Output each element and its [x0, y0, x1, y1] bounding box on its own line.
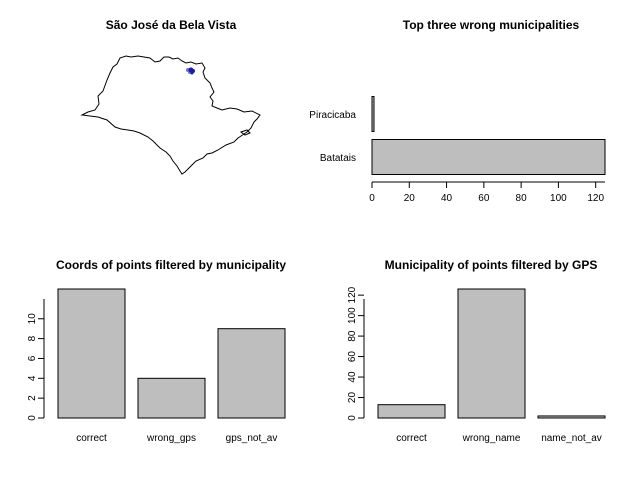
bar: [57, 288, 126, 419]
coords-filtered-panel: Coords of points filtered by municipalit…: [27, 258, 286, 444]
bar: [217, 328, 286, 419]
bar: [457, 288, 526, 419]
y-tick-label: 60: [347, 351, 358, 363]
category-label: Piracicaba: [309, 110, 356, 121]
category-label: name_not_av: [541, 433, 602, 444]
coords-title: Coords of points filtered by municipalit…: [56, 258, 286, 272]
y-tick-label: 120: [347, 286, 358, 303]
bar: [537, 415, 606, 419]
x-tick-label: 120: [587, 193, 604, 204]
category-label: correct: [396, 433, 427, 444]
bar: [371, 96, 375, 132]
bar: [377, 404, 446, 419]
y-tick-label: 40: [347, 371, 358, 383]
bar: [371, 139, 606, 175]
category-label: gps_not_av: [226, 433, 278, 444]
x-tick-label: 80: [516, 193, 528, 204]
category-label: wrong_gps: [146, 433, 196, 444]
y-tick-label: 80: [347, 330, 358, 342]
bar: [137, 377, 206, 419]
y-tick-label: 20: [347, 392, 358, 404]
category-label: correct: [76, 433, 107, 444]
coastal-island-outline: [239, 129, 251, 136]
x-tick-label: 20: [404, 193, 416, 204]
y-tick-label: 6: [27, 355, 38, 361]
x-tick-label: 100: [550, 193, 567, 204]
y-tick-label: 2: [27, 395, 38, 401]
y-tick-label: 0: [27, 415, 38, 421]
sao-paulo-state-outline: [80, 55, 261, 175]
y-tick-label: 10: [27, 313, 38, 325]
category-label: wrong_name: [462, 433, 521, 444]
municipality-filtered-panel: Municipality of points filtered by GPS c…: [347, 258, 606, 444]
category-label: Batatais: [320, 153, 356, 164]
y-tick-label: 8: [27, 335, 38, 341]
municipality-points: [186, 67, 195, 75]
y-tick-label: 0: [347, 415, 358, 421]
top-wrong-municipalities-panel: Top three wrong municipalities Batatais P…: [309, 18, 606, 204]
top-wrong-title: Top three wrong municipalities: [403, 18, 580, 32]
municipality-title: Municipality of points filtered by GPS: [385, 258, 598, 272]
x-tick-label: 0: [369, 193, 375, 204]
y-tick-label: 4: [27, 375, 38, 381]
map-title: São José da Bela Vista: [106, 18, 237, 32]
x-tick-label: 40: [441, 193, 453, 204]
y-tick-label: 100: [347, 307, 358, 324]
gps-point: [190, 71, 194, 75]
x-tick-label: 60: [478, 193, 490, 204]
map-panel: São José da Bela Vista: [80, 18, 261, 175]
